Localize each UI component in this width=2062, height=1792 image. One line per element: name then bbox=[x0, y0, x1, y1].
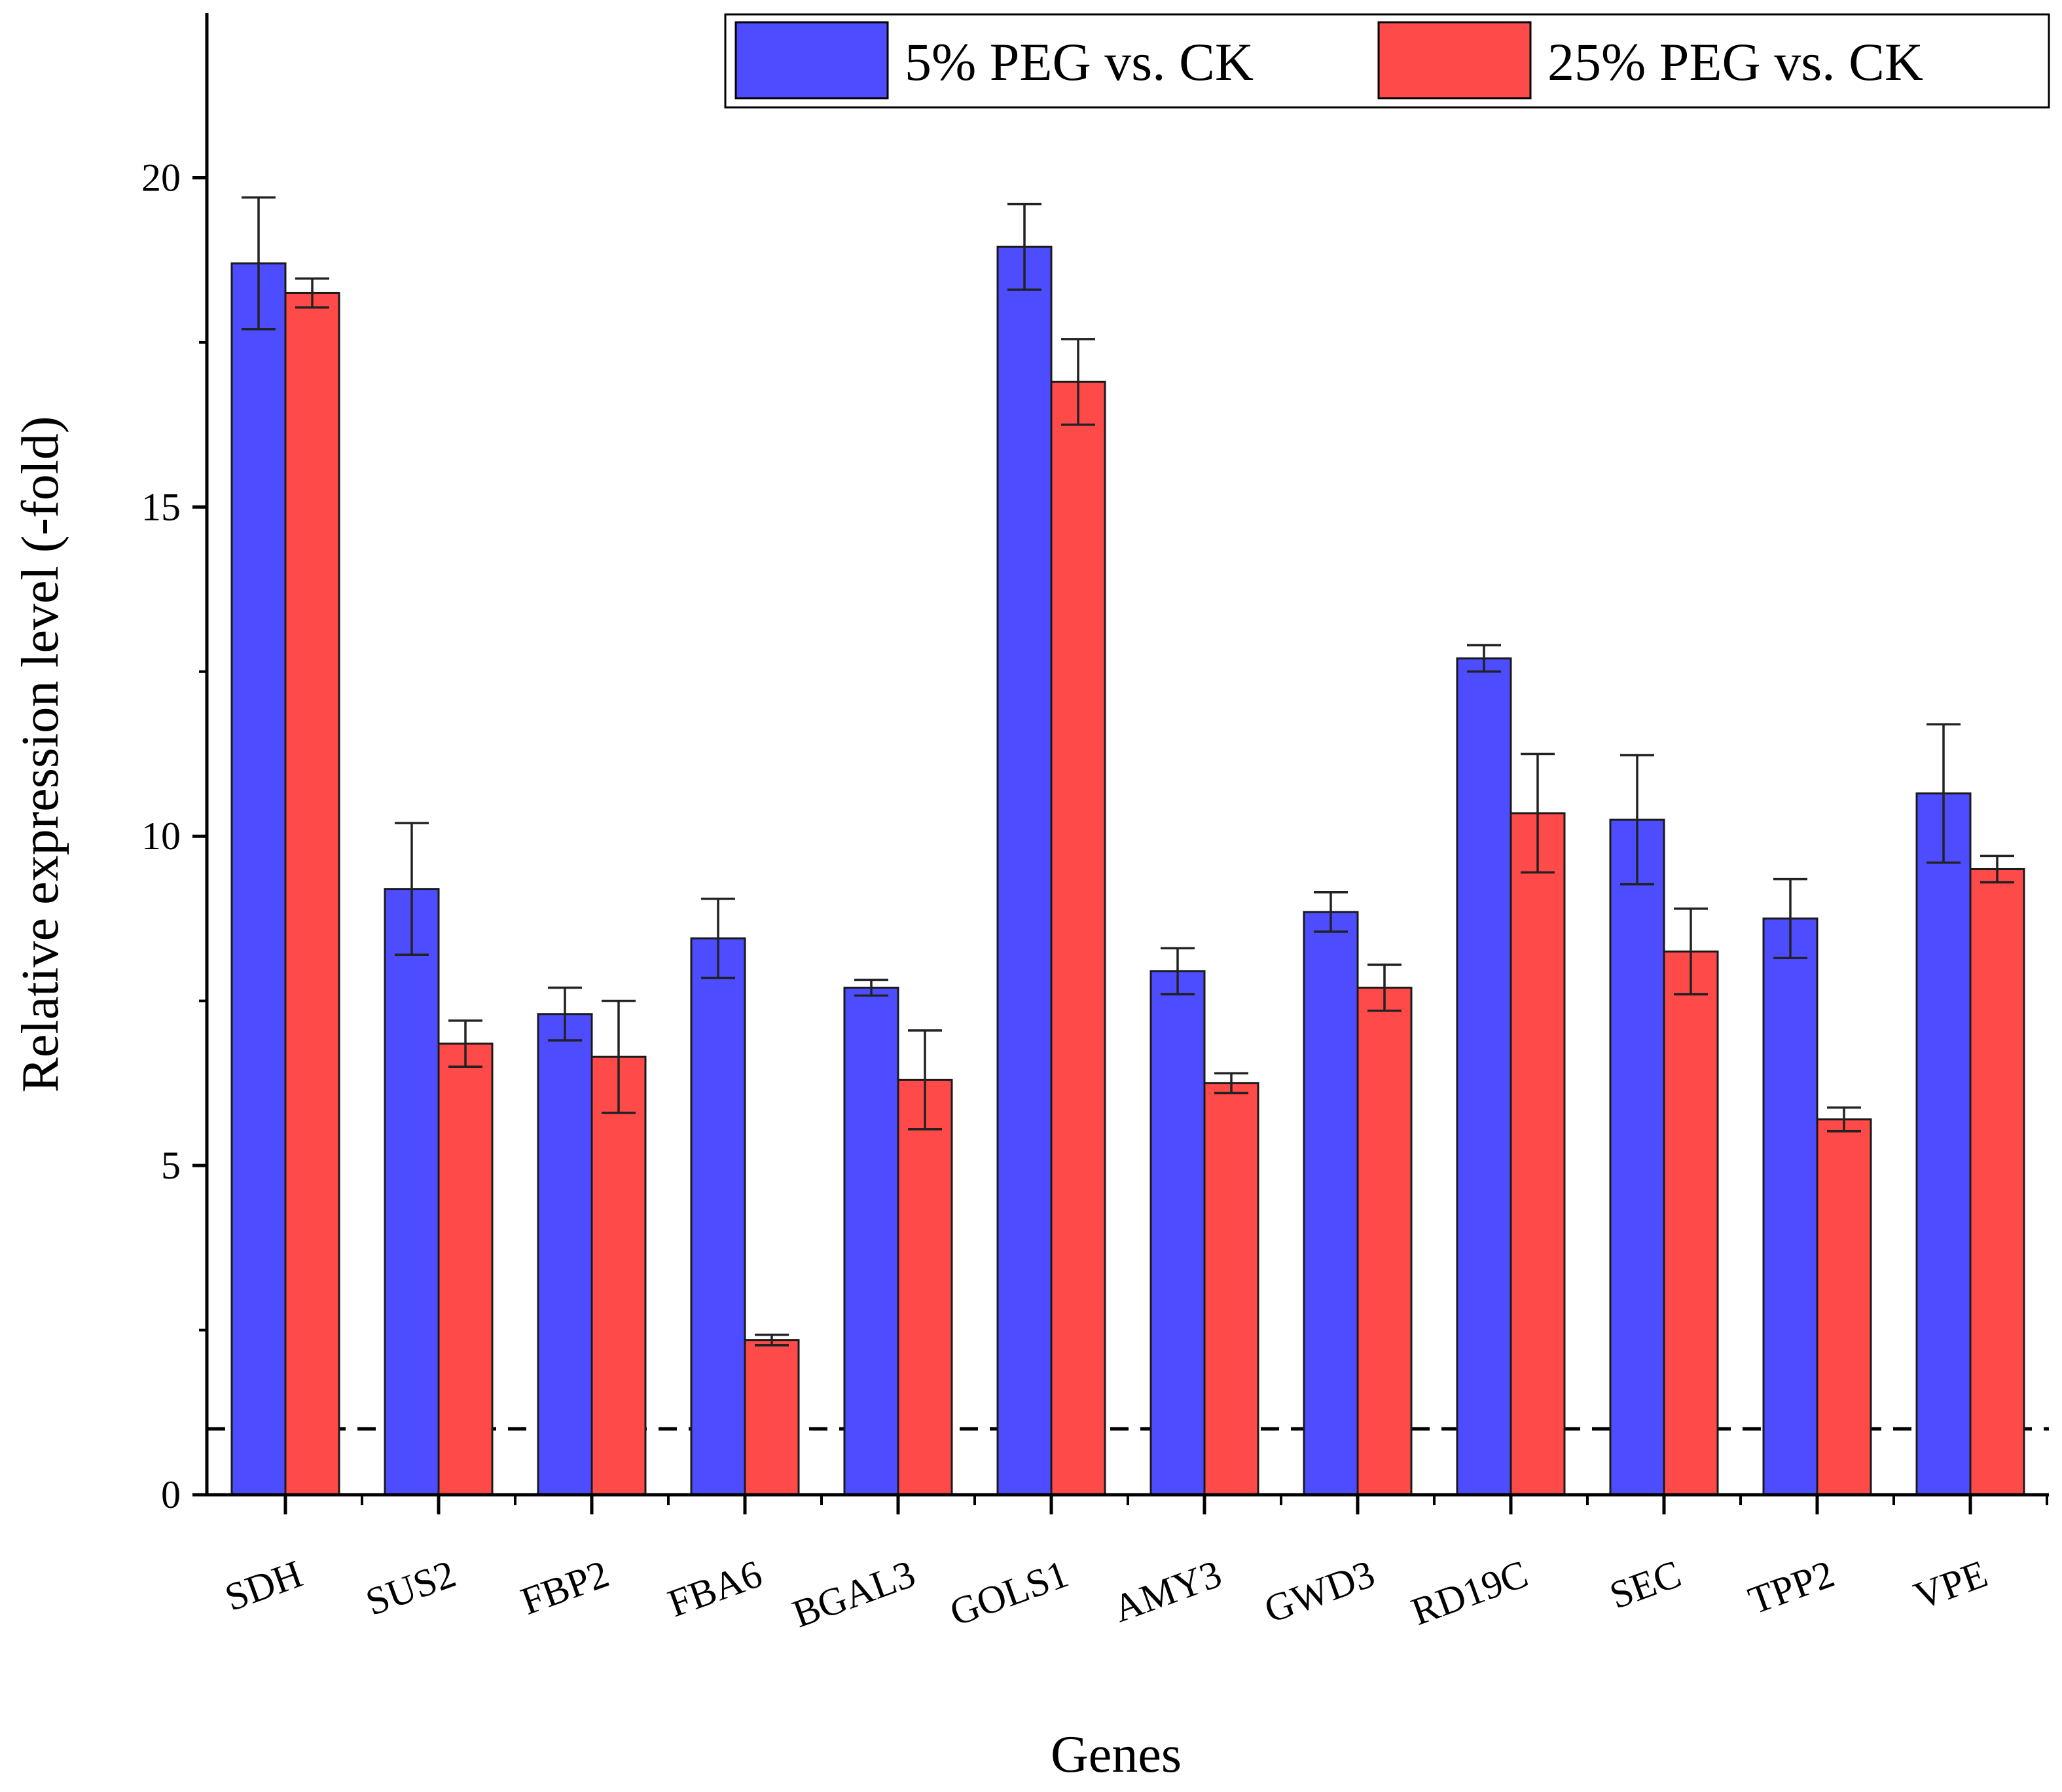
error-bar-amy3-5pct-peg bbox=[1161, 947, 1195, 996]
x-ticks-layer: SDH SUS2 FBP2 FBA6 BGAL3 GOLS1 AMY3 GWD3 RD19C SE… bbox=[219, 1495, 2048, 1636]
legend: 5% PEG vs. CK 25% PEG vs. CK bbox=[724, 13, 2050, 109]
bar-bgal3-5pct-peg bbox=[843, 987, 899, 1496]
y-ticks-layer: 0 5 10 15 20 bbox=[141, 156, 207, 1516]
bar-rd19c-25pct-peg bbox=[1510, 812, 1566, 1496]
bar-amy3-5pct-peg bbox=[1149, 970, 1206, 1496]
error-bar-gols1-25pct-peg bbox=[1061, 338, 1095, 426]
error-bar-gols1-5pct-peg bbox=[1007, 202, 1041, 291]
y-tick-label: 15 bbox=[141, 485, 181, 528]
bar-sec-5pct-peg bbox=[1609, 818, 1665, 1496]
error-bar-sdh-25pct-peg bbox=[295, 277, 329, 309]
error-bar-tpp2-25pct-peg bbox=[1827, 1106, 1861, 1133]
bar-tpp2-25pct-peg bbox=[1816, 1118, 1872, 1496]
bar-gwd3-25pct-peg bbox=[1356, 987, 1413, 1496]
bar-sus2-25pct-peg bbox=[437, 1042, 494, 1496]
y-tick-label: 20 bbox=[141, 156, 181, 199]
legend-label-25pct-peg: 25% PEG vs. CK bbox=[1547, 32, 1923, 92]
bar-fbp2-25pct-peg bbox=[590, 1055, 647, 1496]
x-tick-label-gwd3: GWD3 bbox=[1259, 1552, 1380, 1631]
bar-fba6-5pct-peg bbox=[690, 937, 746, 1496]
bar-vpe-5pct-peg bbox=[1915, 792, 1972, 1496]
bars-layer bbox=[230, 246, 2025, 1496]
x-tick-label-fbp2: FBP2 bbox=[515, 1552, 614, 1623]
bar-sec-25pct-peg bbox=[1663, 950, 1719, 1496]
x-tick-label-sus2: SUS2 bbox=[360, 1552, 461, 1624]
error-bars-layer bbox=[242, 196, 2014, 1347]
x-tick-label-sdh: SDH bbox=[219, 1552, 308, 1619]
legend-swatch-25pct-peg bbox=[1377, 21, 1532, 100]
error-bar-gwd3-25pct-peg bbox=[1367, 963, 1402, 1012]
bar-gols1-25pct-peg bbox=[1050, 380, 1106, 1496]
bar-rd19c-5pct-peg bbox=[1456, 657, 1512, 1496]
bar-fba6-25pct-peg bbox=[744, 1339, 800, 1496]
x-tick-label-tpp2: TPP2 bbox=[1743, 1552, 1840, 1622]
bar-bgal3-25pct-peg bbox=[897, 1078, 953, 1496]
x-tick-label-amy3: AMY3 bbox=[1108, 1552, 1227, 1630]
bar-sus2-5pct-peg bbox=[384, 888, 440, 1496]
bar-gwd3-5pct-peg bbox=[1303, 911, 1359, 1496]
x-tick-label-sec: SEC bbox=[1604, 1552, 1686, 1617]
error-bar-fbp2-5pct-peg bbox=[548, 986, 582, 1042]
error-bar-vpe-5pct-peg bbox=[1926, 723, 1961, 864]
error-bar-bgal3-5pct-peg bbox=[854, 978, 888, 997]
x-tick-label-rd19c: RD19C bbox=[1406, 1552, 1534, 1634]
error-bar-sus2-5pct-peg bbox=[395, 822, 429, 957]
bar-fbp2-5pct-peg bbox=[537, 1013, 593, 1496]
x-axis-title: Genes bbox=[1051, 1726, 1182, 1783]
error-bar-rd19c-25pct-peg bbox=[1521, 752, 1555, 874]
error-bar-sdh-5pct-peg bbox=[242, 196, 276, 331]
legend-label-5pct-peg: 5% PEG vs. CK bbox=[905, 32, 1254, 92]
bar-gols1-5pct-peg bbox=[996, 246, 1053, 1496]
y-tick-label: 10 bbox=[141, 814, 181, 858]
error-bar-bgal3-25pct-peg bbox=[908, 1029, 942, 1131]
error-bar-rd19c-5pct-peg bbox=[1467, 644, 1501, 673]
x-tick-label-vpe: VPE bbox=[1908, 1552, 1993, 1618]
error-bar-fbp2-25pct-peg bbox=[602, 999, 636, 1114]
bar-sdh-5pct-peg bbox=[230, 262, 287, 1496]
bar-tpp2-5pct-peg bbox=[1762, 917, 1818, 1496]
error-bar-fba6-5pct-peg bbox=[701, 898, 735, 979]
legend-swatch-5pct-peg bbox=[734, 21, 889, 100]
error-bar-sus2-25pct-peg bbox=[448, 1019, 482, 1068]
error-bar-fba6-25pct-peg bbox=[755, 1333, 789, 1347]
error-bar-sec-25pct-peg bbox=[1674, 907, 1708, 996]
error-bar-gwd3-5pct-peg bbox=[1314, 890, 1348, 933]
bar-vpe-25pct-peg bbox=[1969, 868, 2025, 1496]
x-tick-label-bgal3: BGAL3 bbox=[787, 1552, 920, 1636]
x-tick-label-gols1: GOLS1 bbox=[944, 1552, 1074, 1634]
bar-amy3-25pct-peg bbox=[1203, 1082, 1259, 1496]
x-tick-label-fba6: FBA6 bbox=[662, 1552, 767, 1625]
y-tick-label: 5 bbox=[161, 1144, 181, 1187]
error-bar-amy3-25pct-peg bbox=[1214, 1072, 1248, 1095]
error-bar-sec-5pct-peg bbox=[1620, 754, 1654, 886]
error-bar-vpe-25pct-peg bbox=[1980, 854, 2014, 884]
y-tick-label: 0 bbox=[161, 1473, 181, 1516]
error-bar-tpp2-5pct-peg bbox=[1773, 877, 1807, 960]
y-axis-title: Relative expression level (-fold) bbox=[12, 416, 69, 1093]
bar-sdh-25pct-peg bbox=[284, 291, 340, 1496]
